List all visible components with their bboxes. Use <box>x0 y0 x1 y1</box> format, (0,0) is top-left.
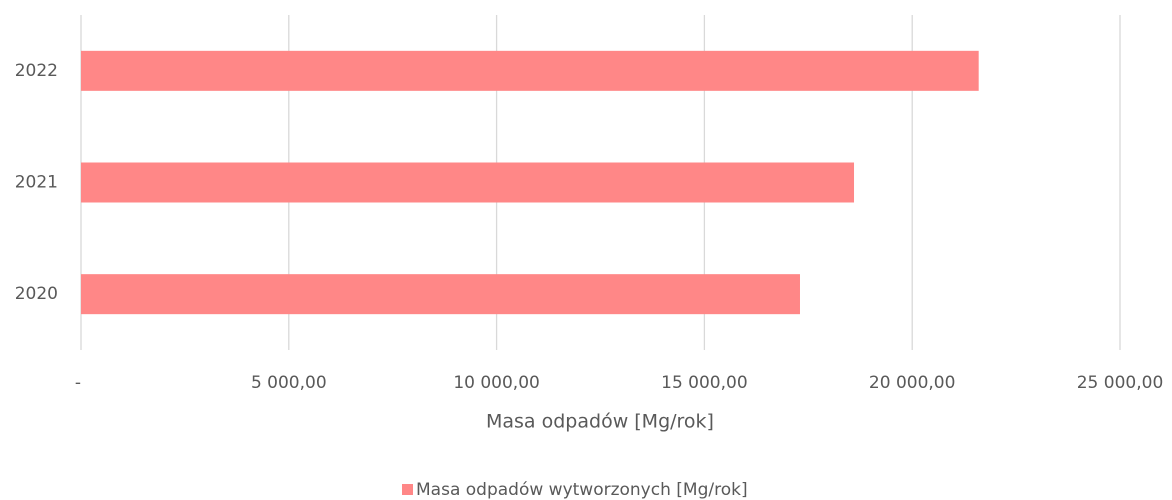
y-tick-label: 2021 <box>15 173 58 193</box>
legend-swatch <box>402 484 413 495</box>
x-axis-title: Masa odpadów [Mg/rok] <box>486 411 714 433</box>
bar <box>81 50 979 91</box>
bar <box>81 162 855 203</box>
x-tick-label: 5 000,00 <box>251 373 327 393</box>
y-tick-label: 2020 <box>15 284 58 304</box>
y-tick-label: 2022 <box>15 61 58 81</box>
x-tick-label: 10 000,00 <box>453 373 540 393</box>
x-tick-label: 20 000,00 <box>869 373 956 393</box>
bar <box>81 274 800 315</box>
legend-label: Masa odpadów wytworzonych [Mg/rok] <box>416 480 748 500</box>
x-tick-label: - <box>75 373 81 393</box>
x-tick-label: 15 000,00 <box>661 373 748 393</box>
x-tick-label: 25 000,00 <box>1077 373 1164 393</box>
